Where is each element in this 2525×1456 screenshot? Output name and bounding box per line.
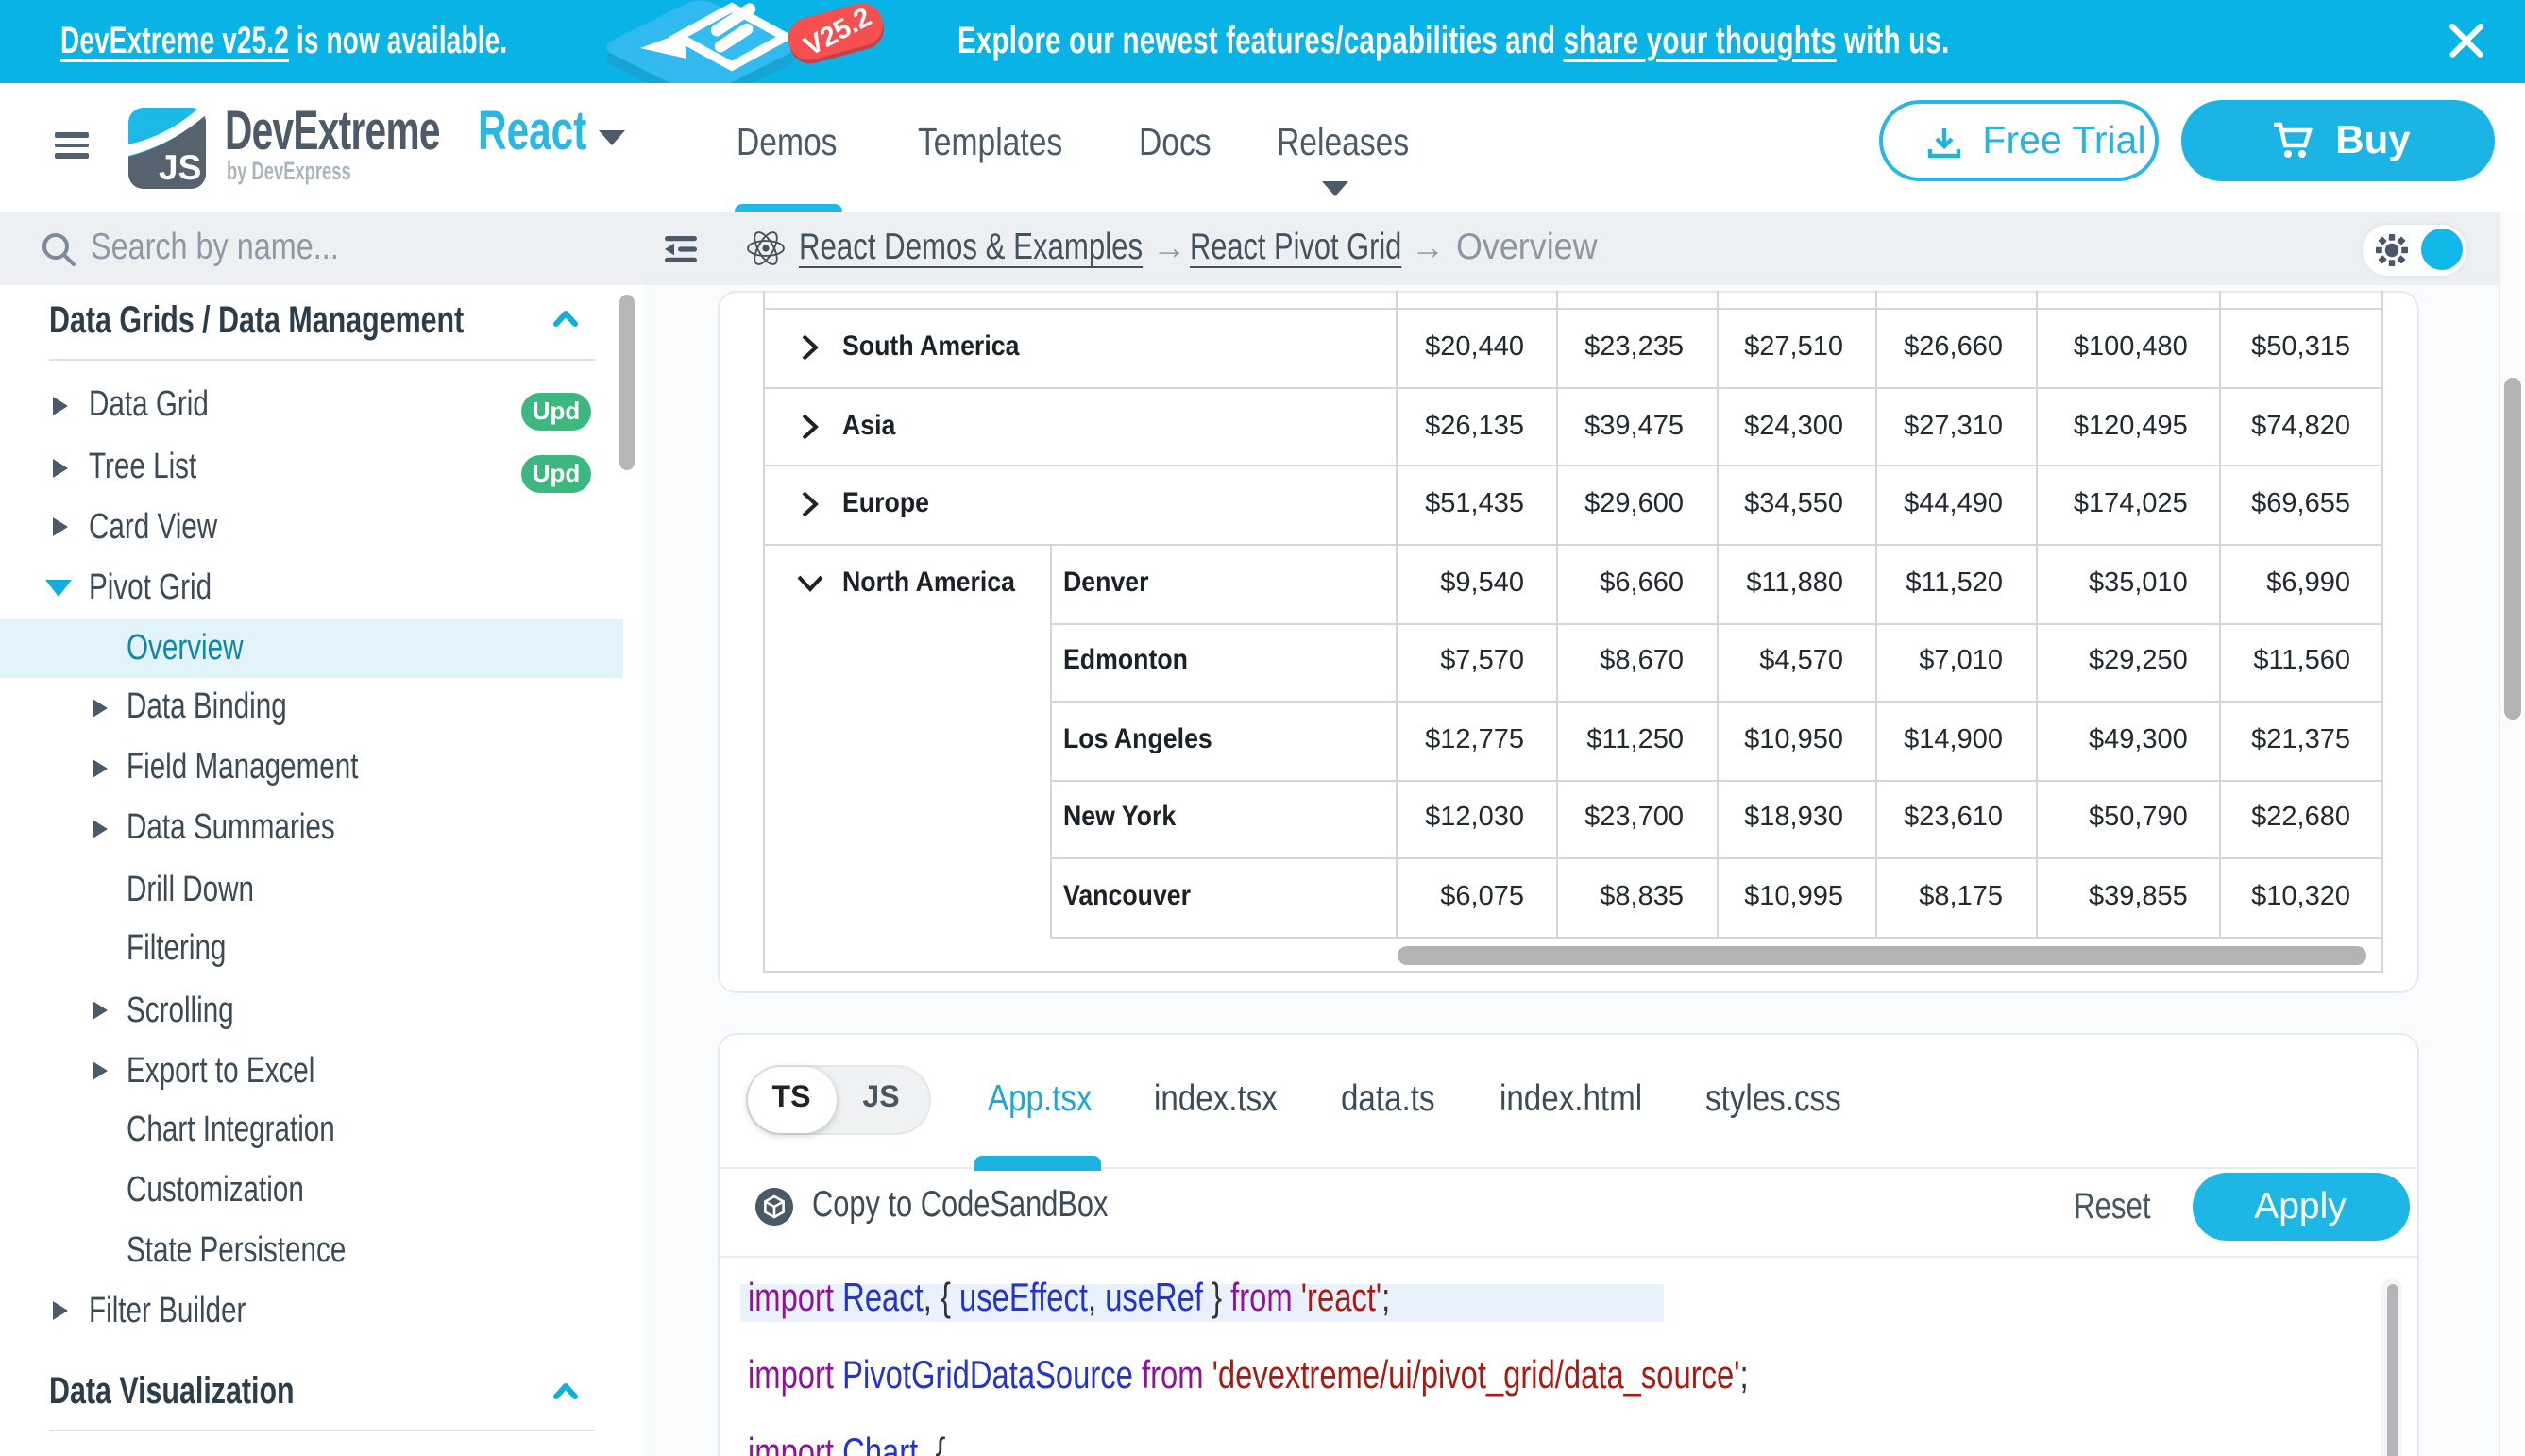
svg-text:JS: JS — [159, 148, 201, 187]
